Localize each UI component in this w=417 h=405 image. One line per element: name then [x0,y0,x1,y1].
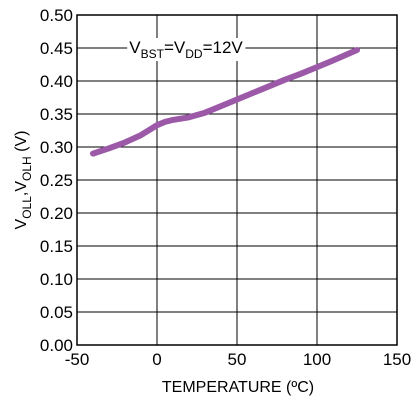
x-axis-label: TEMPERATURE (ºC) [162,379,314,396]
y-axis-label-unit: (V) [13,131,30,157]
y-tick-label: 0.05 [40,303,73,322]
x-tick-label: 150 [383,350,411,369]
annotation-vdd-sub: DD [185,47,203,61]
annotation-background [127,38,246,61]
annotation-vbst-sub: BST [141,47,165,61]
y-axis-label-sub1: OLL [20,196,34,219]
y-axis-label: VOLL,VOLH (V) [13,131,34,230]
plot-area-frame [76,14,398,346]
annotation-vbst-v: V [129,38,141,57]
tick-labels: -50 0 50 100 150 0.00 0.05 0.10 0.15 0.20 0.25 0.30… [40,6,411,369]
y-tick-label: 0.50 [40,6,73,25]
y-tick-label: 0.35 [40,105,73,124]
annotation-vdd-v: =V [164,38,186,57]
x-tick-label: 100 [303,350,331,369]
x-tick-label: 50 [228,350,247,369]
y-axis-label-comma: , [13,192,30,196]
y-axis-label-v1: V [13,218,30,229]
grid [77,15,397,345]
y-tick-label: 0.00 [40,336,73,355]
series-line [90,47,360,157]
y-tick-label: 0.20 [40,204,73,223]
annotation-label: VBST=VDD=12V [129,38,243,61]
y-tick-label: 0.45 [40,39,73,58]
y-axis-label-sub2: OLH [20,156,34,181]
y-tick-label: 0.15 [40,237,73,256]
x-tick-label: 0 [152,350,161,369]
y-axis-label-v2: V [13,181,30,192]
y-tick-label: 0.25 [40,171,73,190]
annotation-value: =12V [203,38,244,57]
y-tick-label: 0.30 [40,138,73,157]
y-tick-label: 0.10 [40,270,73,289]
y-tick-label: 0.40 [40,72,73,91]
x-tick-label: -50 [65,350,90,369]
